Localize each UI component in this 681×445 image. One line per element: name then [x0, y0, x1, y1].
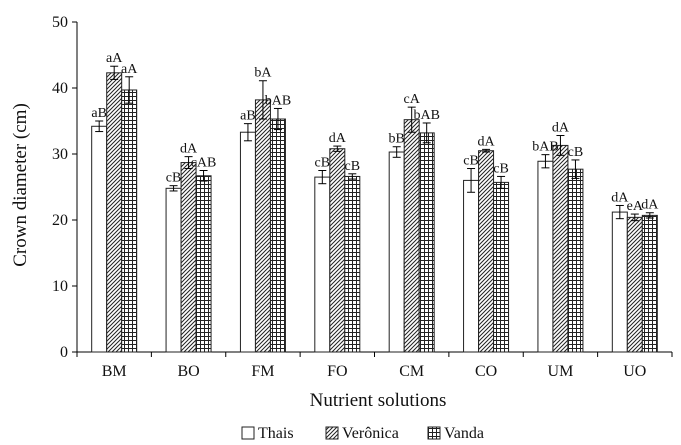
bar-letter-label: bAB	[265, 93, 291, 108]
bar-letter-label: cAB	[191, 156, 217, 171]
bar-grid	[269, 118, 286, 353]
x-tick-label: CM	[399, 363, 424, 380]
bar-letter-label: cB	[166, 171, 182, 186]
y-tick-label: 20	[52, 212, 68, 229]
bar-letter-label: cB	[345, 159, 361, 174]
bar-letter-label: dA	[180, 142, 198, 157]
y-axis-label: Crown diameter (cm)	[10, 103, 31, 267]
y-axis: 0 10 20 30 40 50	[52, 14, 78, 361]
bar-white	[165, 187, 182, 353]
bar-letter-label: dA	[329, 131, 347, 146]
bar-grid	[121, 89, 138, 353]
bar-diagonal	[626, 216, 643, 353]
bar-white	[611, 211, 628, 353]
x-axis-label: Nutrient solutions	[310, 390, 447, 411]
bar-diagonal	[106, 72, 123, 353]
bar-white	[239, 131, 256, 353]
x-tick-label: UO	[623, 363, 646, 380]
x-tick-label: BM	[102, 363, 127, 380]
bar-grid	[641, 214, 658, 353]
legend-swatch-white	[241, 426, 255, 440]
bar-letter-label: aA	[106, 51, 123, 66]
bar-diagonal	[478, 150, 495, 353]
bar-letter-label: dA	[611, 190, 629, 205]
bar-grid	[567, 168, 584, 353]
y-tick-label: 50	[52, 14, 68, 31]
bar-letter-label: bAB	[532, 140, 558, 155]
bar-grid	[195, 175, 212, 353]
legend-label: Vanda	[444, 425, 484, 442]
x-tick-label: BO	[177, 363, 199, 380]
bar-letter-label: aA	[121, 62, 138, 77]
bar-diagonal	[329, 148, 346, 353]
legend-swatch-diagonal	[325, 426, 339, 440]
bar-letter-label: bB	[389, 132, 405, 147]
y-tick-label: 40	[52, 80, 68, 97]
bar-letter-label: cA	[404, 92, 421, 107]
y-tick-label: 30	[52, 146, 68, 163]
bar-letter-label: dA	[552, 121, 570, 136]
x-tick-label: FO	[327, 363, 347, 380]
bar-annotations-layer: aBaAaAcBdAcABaBbAbABcBdAcBbBcAbABcBdAcBb…	[91, 51, 659, 214]
bar-white	[314, 176, 331, 353]
x-tick-label: FM	[251, 363, 274, 380]
bar-white	[537, 160, 554, 353]
y-tick-label: 10	[52, 278, 68, 295]
bar-letter-label: cB	[315, 156, 331, 171]
bar-letter-label: cB	[463, 154, 479, 169]
x-axis: BM BO FM FO CM CO UM UO	[76, 351, 673, 380]
bar-letter-label: cB	[568, 145, 584, 160]
bar-diagonal	[552, 144, 569, 353]
legend-label: Thais	[258, 425, 294, 442]
bar-diagonal	[180, 162, 197, 353]
legend: Thais Verônica Vanda	[241, 425, 484, 442]
bar-letter-label: eA	[627, 199, 644, 214]
bar-letter-label: bAB	[413, 108, 439, 123]
bar-letter-label: cB	[493, 161, 509, 176]
bar-letter-label: bA	[254, 66, 272, 81]
bar-grid	[344, 175, 361, 353]
bar-white	[91, 125, 108, 353]
bar-grid	[418, 132, 435, 353]
bar-letter-label: aB	[240, 109, 256, 124]
bar-letter-label: dA	[478, 134, 496, 149]
bar-grid	[493, 181, 510, 353]
bar-letter-label: dA	[641, 198, 659, 213]
y-tick-label: 0	[60, 344, 68, 361]
bar-white	[463, 179, 480, 353]
bar-letter-label: aB	[91, 106, 107, 121]
bar-diagonal	[254, 99, 271, 353]
bars-layer	[91, 65, 658, 353]
bar-diagonal	[403, 119, 420, 353]
bar-white	[388, 151, 405, 353]
x-tick-label: CO	[475, 363, 497, 380]
x-tick-label: UM	[548, 363, 574, 380]
legend-swatch-grid	[427, 426, 441, 440]
legend-label: Verônica	[342, 425, 399, 442]
